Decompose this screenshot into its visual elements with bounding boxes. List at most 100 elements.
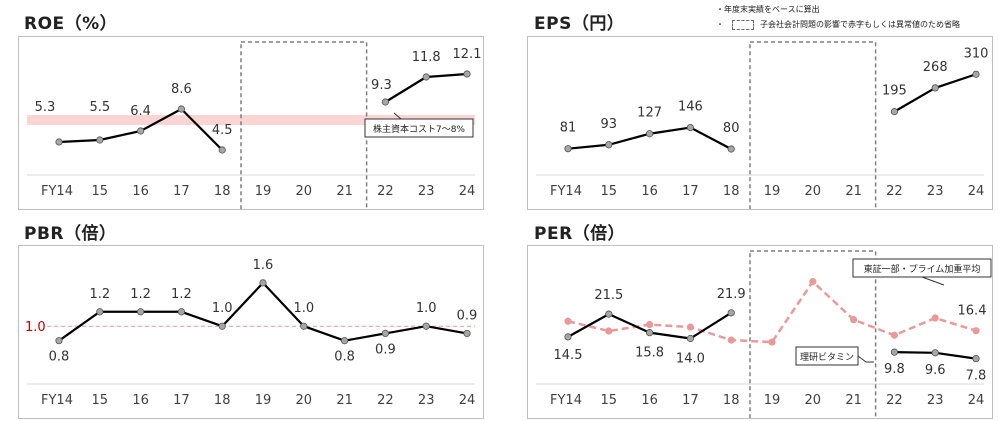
per-x-tick-label-18: 18 — [723, 393, 740, 408]
pbr-chart: 1.0 FY14 15 16 17 18 19 20 21 22 23 24 0.8 1.2 1.2 1.2 1… — [18, 245, 484, 419]
eps-series0-point-10 — [972, 70, 980, 78]
eps-series0-point-4 — [727, 145, 735, 153]
roe-x-tick-label-FY14: FY14 — [41, 184, 73, 199]
per-x-tick-label-16: 16 — [641, 393, 658, 408]
roe-series0-point-0 — [55, 138, 63, 146]
note-omitted-years: 子会社会計問題の影響で赤字もしくは異常値のため省略 — [760, 20, 960, 29]
per-series0-point-3 — [686, 334, 694, 343]
pbr-series0-line-segment-0 — [58, 281, 468, 342]
roe-band-callout-box — [364, 118, 474, 138]
roe-x-tick-label-23: 23 — [418, 184, 435, 199]
pbr-x-tick-label-23: 23 — [418, 393, 435, 408]
pbr-x-tick-label-24: 24 — [459, 393, 476, 408]
roe-series0-data-label-3: 8.6 — [171, 82, 192, 97]
eps-x-tick-label-23: 23 — [927, 184, 944, 199]
per-series1-point-5 — [768, 338, 776, 346]
per-series0-data-label-3: 14.0 — [676, 352, 705, 367]
pbr-series0-data-label-0: 0.8 — [49, 350, 70, 365]
roe-chart: FY14 15 16 17 18 19 20 21 22 23 24 5.3 5.5 6.4 8.6 4.5 9… — [18, 36, 484, 210]
eps-series0-data-label-10: 310 — [964, 46, 989, 61]
per-series1-point-8 — [890, 331, 898, 339]
eps-x-tick-label-21: 21 — [845, 184, 862, 199]
roe-chart-title: ROE（%） — [24, 14, 118, 34]
eps-x-tick-label-19: 19 — [764, 184, 781, 199]
per-series0-data-label-9: 9.6 — [925, 363, 946, 378]
per-x-tick-label-15: 15 — [601, 393, 618, 408]
per-series1-point-6 — [809, 278, 817, 286]
pbr-reference-label: 1.0 — [25, 320, 46, 335]
per-x-tick-label-23: 23 — [927, 393, 944, 408]
roe-x-tick-label-15: 15 — [92, 184, 109, 199]
eps-x-tick-label-24: 24 — [968, 184, 985, 199]
per-series1-point-4 — [727, 336, 735, 344]
pbr-series0-point-2 — [137, 308, 145, 316]
per-company-callout-label: 理研ビタミン — [800, 352, 854, 363]
per-series0-data-label-8: 9.8 — [884, 362, 905, 377]
roe-series0-point-10 — [463, 70, 471, 78]
per-series0-data-label-10: 7.8 — [966, 369, 987, 384]
per-series1-point-0 — [564, 317, 572, 325]
roe-series0-data-label-10: 12.1 — [453, 47, 482, 62]
eps-series0-data-label-3: 146 — [678, 100, 703, 115]
per-x-tick-label-20: 20 — [805, 393, 822, 408]
per-series0-point-9 — [931, 349, 939, 357]
pbr-x-tick-label-20: 20 — [296, 393, 313, 408]
pbr-chart-title: PBR（倍） — [24, 224, 117, 244]
per-series0-data-label-4: 21.9 — [717, 287, 746, 302]
eps-series0-point-2 — [646, 130, 654, 138]
eps-series0-point-0 — [564, 145, 572, 153]
per-x-tick-label-22: 22 — [886, 393, 903, 408]
per-x-tick-label-21: 21 — [845, 393, 862, 408]
per-chart-svg: FY14 15 16 17 18 19 20 21 22 23 24 16.4 14.5 21.5 15.8… — [536, 250, 992, 418]
roe-x-tick-label-24: 24 — [459, 184, 476, 199]
pbr-x-tick-label-15: 15 — [92, 393, 109, 408]
per-series0-point-8 — [890, 348, 898, 356]
per-series0-point-1 — [605, 310, 613, 318]
pbr-series0-data-label-9: 1.0 — [416, 301, 437, 316]
per-series1-point-7 — [849, 316, 858, 324]
note-fiscal-basis: ・年度末実績をベースに算出 — [716, 5, 820, 14]
roe-x-tick-label-20: 20 — [296, 184, 313, 199]
pbr-x-tick-label-18: 18 — [214, 393, 231, 408]
per-series1-line-segment-0 — [567, 280, 977, 344]
pbr-series0-point-6 — [300, 322, 308, 330]
roe-x-tick-label-21: 21 — [336, 184, 353, 199]
eps-series0-data-label-8: 195 — [882, 84, 907, 99]
roe-x-tick-label-17: 17 — [173, 184, 190, 199]
note-bullet: ・ — [716, 20, 724, 29]
pbr-series0-point-1 — [96, 308, 104, 316]
pbr-series0-data-label-6: 1.0 — [293, 301, 314, 316]
eps-x-tick-label-16: 16 — [641, 184, 658, 199]
pbr-series0-point-3 — [177, 308, 185, 316]
pbr-series0-data-label-1: 1.2 — [89, 287, 110, 302]
eps-x-tick-label-15: 15 — [601, 184, 618, 199]
pbr-series0-data-label-2: 1.2 — [130, 287, 151, 302]
roe-series0-data-label-2: 6.4 — [130, 104, 151, 119]
eps-chart-title: EPS（円） — [534, 14, 625, 34]
per-chart-title: PER（倍） — [534, 224, 626, 244]
roe-series0-point-2 — [137, 127, 145, 135]
per-series0-point-4 — [727, 309, 735, 317]
eps-x-tick-label-20: 20 — [805, 184, 822, 199]
per-series0-data-label-1: 21.5 — [594, 288, 623, 303]
eps-x-tick-label-18: 18 — [723, 184, 740, 199]
chart-notes: ・年度末実績をベースに算出 ・ 子会社会計問題の影響で赤字もしくは異常値のため省… — [716, 2, 960, 32]
eps-series0-data-label-0: 81 — [560, 121, 577, 136]
pbr-series0-data-label-5: 1.6 — [253, 258, 274, 273]
roe-x-tick-label-19: 19 — [255, 184, 272, 199]
pbr-x-tick-label-17: 17 — [173, 393, 190, 408]
per-series1-point-1 — [605, 327, 613, 335]
per-x-tick-label-24: 24 — [968, 393, 985, 408]
pbr-series0-point-10 — [463, 329, 471, 338]
eps-series0-point-9 — [931, 84, 939, 92]
per-chart: FY14 15 16 17 18 19 20 21 22 23 24 16.4 14.5 21.5 15.8… — [527, 245, 993, 419]
roe-series0-data-label-4: 4.5 — [212, 123, 233, 138]
per-series0-point-10 — [972, 355, 980, 363]
eps-chart: FY14 15 16 17 18 19 20 21 22 23 24 81 93 127 146 80 195 2… — [527, 36, 993, 210]
per-x-tick-label-17: 17 — [682, 393, 699, 408]
roe-x-tick-label-18: 18 — [214, 184, 231, 199]
per-series1-data-label-10: 16.4 — [958, 304, 987, 319]
pbr-series0-data-label-7: 0.8 — [334, 350, 355, 365]
eps-series0-point-8 — [890, 108, 898, 116]
eps-x-tick-label-22: 22 — [886, 184, 903, 199]
